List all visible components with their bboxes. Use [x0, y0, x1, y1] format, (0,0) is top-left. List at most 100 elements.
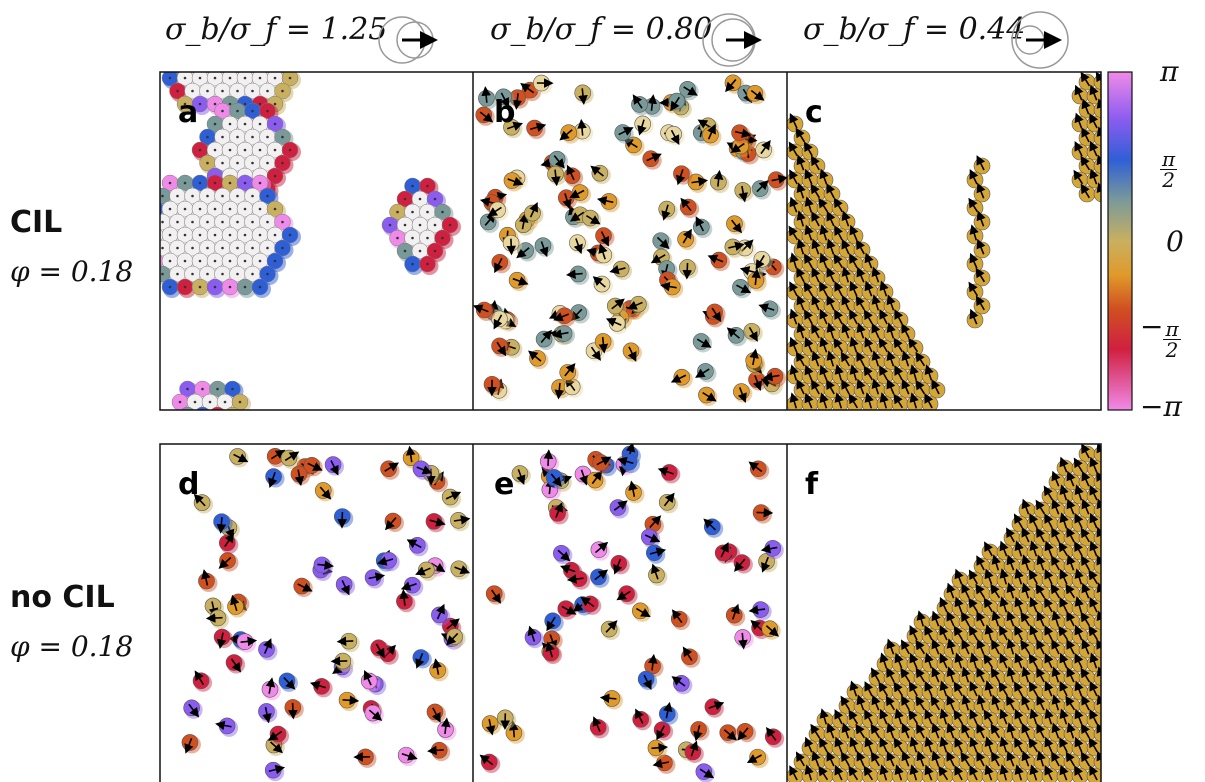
- particle: [831, 736, 849, 757]
- particle: [1056, 541, 1074, 561]
- particle: [1078, 667, 1096, 687]
- particle: [958, 666, 976, 687]
- bottom-row-frame: [159, 443, 1102, 782]
- particle: [921, 708, 939, 729]
- particle: [643, 94, 663, 118]
- particle: [831, 309, 849, 329]
- particle: [1026, 681, 1044, 701]
- particle: [617, 453, 640, 474]
- particle: [491, 310, 511, 330]
- particle: [988, 694, 1006, 715]
- particle: [891, 309, 909, 329]
- particle: [647, 739, 669, 759]
- particle: [516, 242, 537, 262]
- particle: [898, 639, 916, 659]
- particle: [853, 723, 871, 743]
- particle: [973, 182, 991, 203]
- particle: [736, 723, 757, 743]
- particle: [861, 392, 879, 410]
- particle: [793, 322, 811, 343]
- particle: [545, 469, 566, 489]
- particle: [787, 364, 804, 385]
- particle: [637, 670, 658, 691]
- particle: [552, 325, 576, 345]
- particle: [1093, 582, 1101, 603]
- particle: [1071, 484, 1089, 505]
- particle: [951, 737, 969, 757]
- particle: [710, 169, 730, 194]
- particle: [600, 620, 621, 641]
- particle: [511, 465, 531, 486]
- particle: [191, 278, 211, 298]
- particle: [1011, 513, 1029, 533]
- particle: [906, 337, 924, 357]
- particle: [808, 183, 826, 203]
- particle: [1093, 498, 1101, 519]
- particle: [192, 44, 211, 63]
- particle: [1018, 611, 1036, 631]
- particle: [658, 200, 678, 221]
- particle: [1086, 765, 1101, 782]
- particle: [764, 727, 785, 748]
- particle: [966, 736, 984, 757]
- particle: [1003, 582, 1021, 603]
- particle: [261, 677, 281, 701]
- particle: [846, 253, 864, 273]
- particle: [485, 585, 506, 605]
- particle: [816, 392, 834, 410]
- particle: [996, 625, 1014, 645]
- particle: [996, 708, 1014, 729]
- particle: [973, 638, 991, 659]
- particle: [692, 216, 713, 239]
- particle: [816, 281, 834, 301]
- particle: [760, 539, 784, 560]
- particle: [397, 746, 418, 767]
- particle: [928, 610, 946, 631]
- particle: [883, 350, 901, 371]
- particle: [1048, 583, 1066, 603]
- particle: [384, 512, 404, 533]
- particle: [1041, 680, 1059, 701]
- particle: [333, 508, 354, 529]
- particle: [876, 736, 894, 757]
- particle: [951, 625, 969, 645]
- particle: [734, 182, 754, 203]
- particle: [236, 633, 258, 653]
- particle: [364, 569, 386, 589]
- particle: [625, 480, 645, 504]
- particle: [219, 532, 239, 554]
- particle: [1056, 568, 1074, 589]
- particle: [309, 678, 333, 698]
- particle: [1093, 666, 1101, 687]
- particle: [646, 544, 667, 564]
- particle: [594, 333, 615, 354]
- particle: [966, 765, 984, 782]
- particle: [787, 196, 804, 217]
- particle: [1026, 540, 1044, 561]
- particle: [695, 763, 715, 782]
- particle: [1071, 708, 1089, 729]
- particle: [719, 724, 739, 744]
- particle: [266, 447, 287, 468]
- particle: [861, 309, 879, 329]
- particle: [838, 722, 856, 743]
- particle: [1078, 127, 1096, 147]
- particle: [755, 140, 775, 161]
- particle: [996, 652, 1014, 673]
- colorbar-tick-neg-pi: −π: [1140, 390, 1182, 423]
- particle: [823, 266, 841, 287]
- colorbar-tick-zero: 0: [1166, 225, 1184, 258]
- particle: [996, 681, 1014, 701]
- particle: [1048, 527, 1066, 547]
- particle: [1033, 610, 1051, 631]
- particle: [1011, 568, 1029, 589]
- particle: [652, 232, 672, 252]
- particle: [559, 362, 579, 384]
- particle: [1078, 527, 1096, 547]
- particle: [353, 748, 377, 768]
- particle: [1011, 596, 1029, 617]
- panel-letter-d: d: [178, 467, 199, 502]
- particle: [370, 639, 390, 659]
- particle: [1048, 751, 1066, 771]
- particle: [335, 576, 356, 596]
